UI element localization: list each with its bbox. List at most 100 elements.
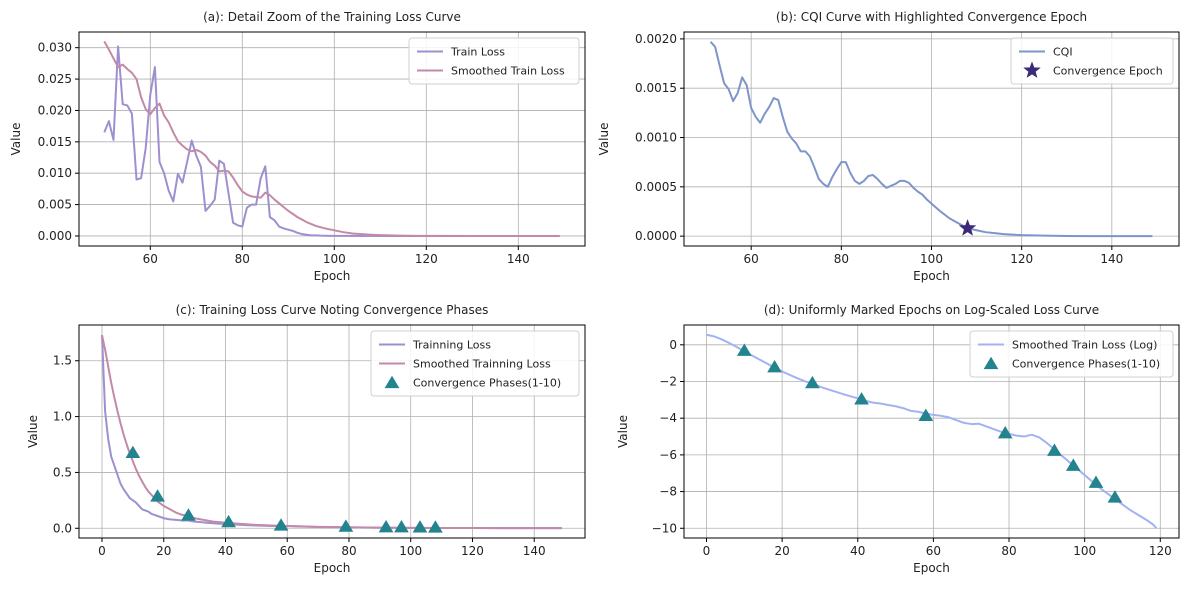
marker-point: [181, 508, 196, 521]
y-tick-label: 1.0: [53, 410, 72, 424]
marker-point: [125, 445, 141, 459]
legend: Trainning Loss Smoothed Trainning Loss Con…: [370, 330, 580, 397]
legend-box: [370, 330, 580, 397]
marker-point: [394, 520, 409, 533]
legend-label: Smoothed Trainning Loss: [413, 358, 551, 371]
marker-point: [273, 518, 289, 531]
legend-label: Train Loss: [450, 46, 505, 59]
chart-3: 0 20 40 60 80 100 120 −10 −8 −6 −4 −2 0 (d): Uniforml…: [616, 303, 1180, 575]
marker-point: [221, 514, 236, 528]
y-tick-label: 0.020: [38, 103, 72, 117]
y-axis-label: Value: [26, 415, 40, 448]
x-tick-label: 60: [280, 544, 295, 558]
y-tick-label: −6: [659, 448, 677, 462]
legend-box: [408, 37, 580, 85]
chart-0: 60 80 100 120 140 0.000 0.005 0.010 0.015 0.020 0.…: [9, 10, 586, 283]
legend-label: Smoothed Train Loss: [451, 65, 565, 78]
chart-title: (a): Detail Zoom of the Training Loss Cu…: [203, 10, 461, 24]
chart-1: 60 80 100 120 140 0.0000 0.0005 0.0010 0.0015 0.0…: [597, 10, 1180, 283]
axes-frame: [683, 324, 1180, 539]
y-tick-label: 0.015: [38, 135, 72, 149]
x-tick-label: 120: [1010, 252, 1033, 266]
y-tick-label: 0.0000: [635, 229, 677, 243]
chart-2: 0 20 40 60 80 100 120 140 0.0 0.5 1.0 1.5 (c): Train…: [26, 303, 586, 575]
y-tick-label: 0.0020: [635, 32, 677, 46]
legend-label: CQI: [1053, 46, 1073, 59]
x-tick-label: 140: [523, 544, 546, 558]
legend-label: Convergence Epoch: [1053, 65, 1163, 78]
y-tick-label: −2: [659, 375, 677, 389]
marker-point: [918, 408, 934, 421]
x-tick-label: 80: [834, 252, 849, 266]
y-axis-label: Value: [597, 123, 611, 156]
marker-point: [854, 392, 869, 405]
x-tick-label: 60: [744, 252, 759, 266]
x-tick-label: 0: [703, 544, 711, 558]
x-axis-label: Epoch: [314, 561, 351, 575]
y-axis-label: Value: [616, 415, 630, 448]
x-tick-label: 100: [399, 544, 422, 558]
y-tick-label: 0.005: [38, 198, 72, 212]
marker-point: [338, 519, 354, 532]
x-tick-label: 100: [323, 252, 346, 266]
series-line-1: [103, 40, 560, 237]
marker-point: [150, 489, 165, 502]
chart-title: (b): CQI Curve with Highlighted Converge…: [776, 10, 1087, 24]
x-tick-label: 80: [235, 252, 250, 266]
marker-point: [805, 375, 820, 389]
legend-swatch: [384, 375, 400, 389]
axes-frame: [78, 324, 586, 539]
x-tick-label: 100: [1073, 544, 1096, 558]
marker-point: [412, 520, 428, 533]
series-line-0: [706, 333, 1158, 529]
y-tick-label: 1.5: [53, 354, 72, 368]
y-tick-label: 0.030: [38, 41, 72, 55]
x-axis-label: Epoch: [913, 269, 950, 283]
x-tick-label: 40: [218, 544, 233, 558]
x-tick-label: 120: [461, 544, 484, 558]
y-tick-label: 0.5: [53, 465, 72, 479]
series-line-0: [709, 41, 1153, 238]
legend: Smoothed Train Loss (Log) Convergence Pha…: [969, 330, 1174, 378]
legend: CQI Convergence Epoch: [1010, 37, 1174, 85]
x-tick-label: 20: [156, 544, 171, 558]
chart-title: (c): Training Loss Curve Noting Converge…: [176, 303, 489, 317]
y-tick-label: 0: [669, 338, 677, 352]
y-tick-label: −4: [659, 411, 677, 425]
legend-label: Trainning Loss: [412, 339, 491, 352]
axes-frame: [78, 31, 586, 247]
y-axis-label: Value: [9, 123, 23, 156]
x-tick-label: 140: [1100, 252, 1123, 266]
x-axis-label: Epoch: [913, 561, 950, 575]
y-tick-label: 0.0015: [635, 81, 677, 95]
marker-point: [378, 519, 394, 533]
marker-point: [1047, 443, 1062, 456]
legend-label: Convergence Phases(1-10): [413, 377, 561, 390]
legend: Train Loss Smoothed Train Loss: [408, 37, 580, 85]
legend-box: [1010, 37, 1174, 85]
x-tick-label: 140: [507, 252, 530, 266]
marker-point: [736, 343, 752, 356]
marker-point: [958, 219, 977, 236]
series-line-0: [103, 45, 560, 237]
x-tick-label: 20: [774, 544, 789, 558]
x-tick-label: 120: [415, 252, 438, 266]
x-tick-label: 60: [926, 544, 941, 558]
y-tick-label: 0.025: [38, 72, 72, 86]
x-tick-label: 120: [1149, 544, 1172, 558]
chart-title: (d): Uniformly Marked Epochs on Log-Scal…: [764, 303, 1099, 317]
marker-point: [428, 520, 443, 533]
y-tick-label: 0.010: [38, 166, 72, 180]
marker-point: [767, 359, 782, 373]
y-tick-label: 0.0: [53, 521, 72, 535]
legend-label: Smoothed Train Loss (Log): [1012, 339, 1157, 352]
y-tick-label: −10: [652, 521, 677, 535]
legend-label: Convergence Phases(1-10): [1012, 358, 1160, 371]
y-tick-label: 0.000: [38, 229, 72, 243]
x-tick-label: 100: [920, 252, 943, 266]
legend-box: [969, 330, 1174, 378]
y-tick-label: −8: [659, 485, 677, 499]
y-tick-label: 0.0010: [635, 131, 677, 145]
marker-point: [997, 426, 1013, 439]
